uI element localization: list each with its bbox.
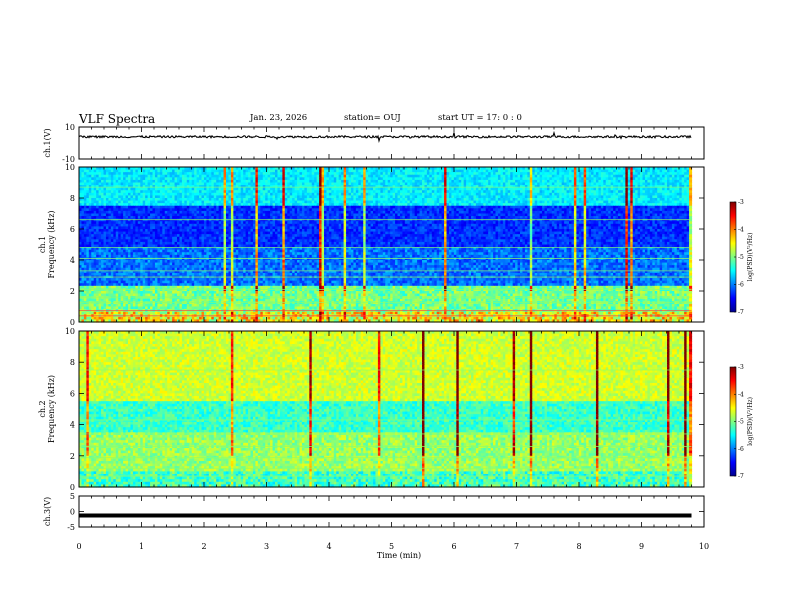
ch3-wave-ylabel: ch.3(V): [43, 497, 52, 526]
ch2-colorbar-tick-2: -5: [738, 419, 744, 426]
ch1-colorbar-tick-0: -3: [738, 199, 744, 206]
ch1-spec-ytick-4: 8: [70, 194, 75, 203]
ch1-colorbar-tick-1: -4: [738, 227, 744, 234]
xtick-2: 2: [201, 542, 206, 551]
ch1-spec-ytick-0: 0: [70, 318, 75, 327]
ch2-spec-ytick-2: 4: [70, 421, 75, 430]
ch2-spec-ytick-1: 2: [70, 452, 75, 461]
xtick-4: 4: [326, 542, 331, 551]
ch2-colorbar-label: log(PSD)(V²/Hz): [747, 397, 754, 446]
xaxis-title: Time (min): [377, 551, 421, 560]
ch1-colorbar-tick-2: -5: [738, 254, 744, 261]
ch2-spec-ytick-5: 10: [65, 327, 75, 336]
ch1-spec-ytick-2: 4: [70, 256, 75, 265]
ch3-wave-ytick-1: 0: [70, 508, 75, 517]
ch1-spec-ylabel: ch.1 Frequency (kHz): [38, 210, 56, 278]
ch3-wave-ytick-0: 5: [70, 492, 75, 501]
xtick-7: 7: [514, 542, 519, 551]
ch2-spec-ytick-3: 6: [70, 389, 75, 398]
xtick-10: 10: [699, 542, 709, 551]
xtick-9: 9: [639, 542, 644, 551]
ch1-colorbar-tick-4: -7: [738, 309, 744, 316]
ch2-colorbar-tick-4: -7: [738, 473, 744, 480]
ch1-waveform-line: [79, 133, 691, 141]
ch1-spec-ytick-3: 6: [70, 225, 75, 234]
xtick-0: 0: [76, 542, 81, 551]
xtick-8: 8: [576, 542, 581, 551]
ch1-spec-ytick-1: 2: [70, 287, 75, 296]
ch2-spectrogram-heatmap: [79, 331, 692, 488]
ch2-spec-ytick-0: 0: [70, 483, 75, 492]
ch2-colorbar-tick-1: -4: [738, 391, 744, 398]
xtick-5: 5: [389, 542, 394, 551]
ch1-wave-ylabel: ch.1(V): [43, 128, 52, 157]
xtick-3: 3: [264, 542, 269, 551]
vlf-spectra-figure: 10-100246810024681050-5ch.1(V)ch.1 Freque…: [0, 0, 792, 612]
ch2-colorbar-tick-0: -3: [738, 364, 744, 371]
ch1-wave-ytick-0: 10: [65, 123, 75, 132]
ch1-spec-ytick-5: 10: [65, 163, 75, 172]
ch2-spec-ylabel: ch.2 Frequency (kHz): [38, 375, 56, 443]
xtick-6: 6: [451, 542, 456, 551]
ch2-colorbar-tick-3: -6: [738, 446, 744, 453]
xtick-1: 1: [139, 542, 144, 551]
ch3-wave-ytick-2: -5: [67, 523, 75, 532]
ch1-colorbar-label: log(PSD)(V²/Hz): [747, 233, 754, 282]
ch1-spectrogram-heatmap: [79, 167, 692, 323]
ch2-spec-ytick-4: 8: [70, 358, 75, 367]
ch1-colorbar-tick-3: -6: [738, 282, 744, 289]
